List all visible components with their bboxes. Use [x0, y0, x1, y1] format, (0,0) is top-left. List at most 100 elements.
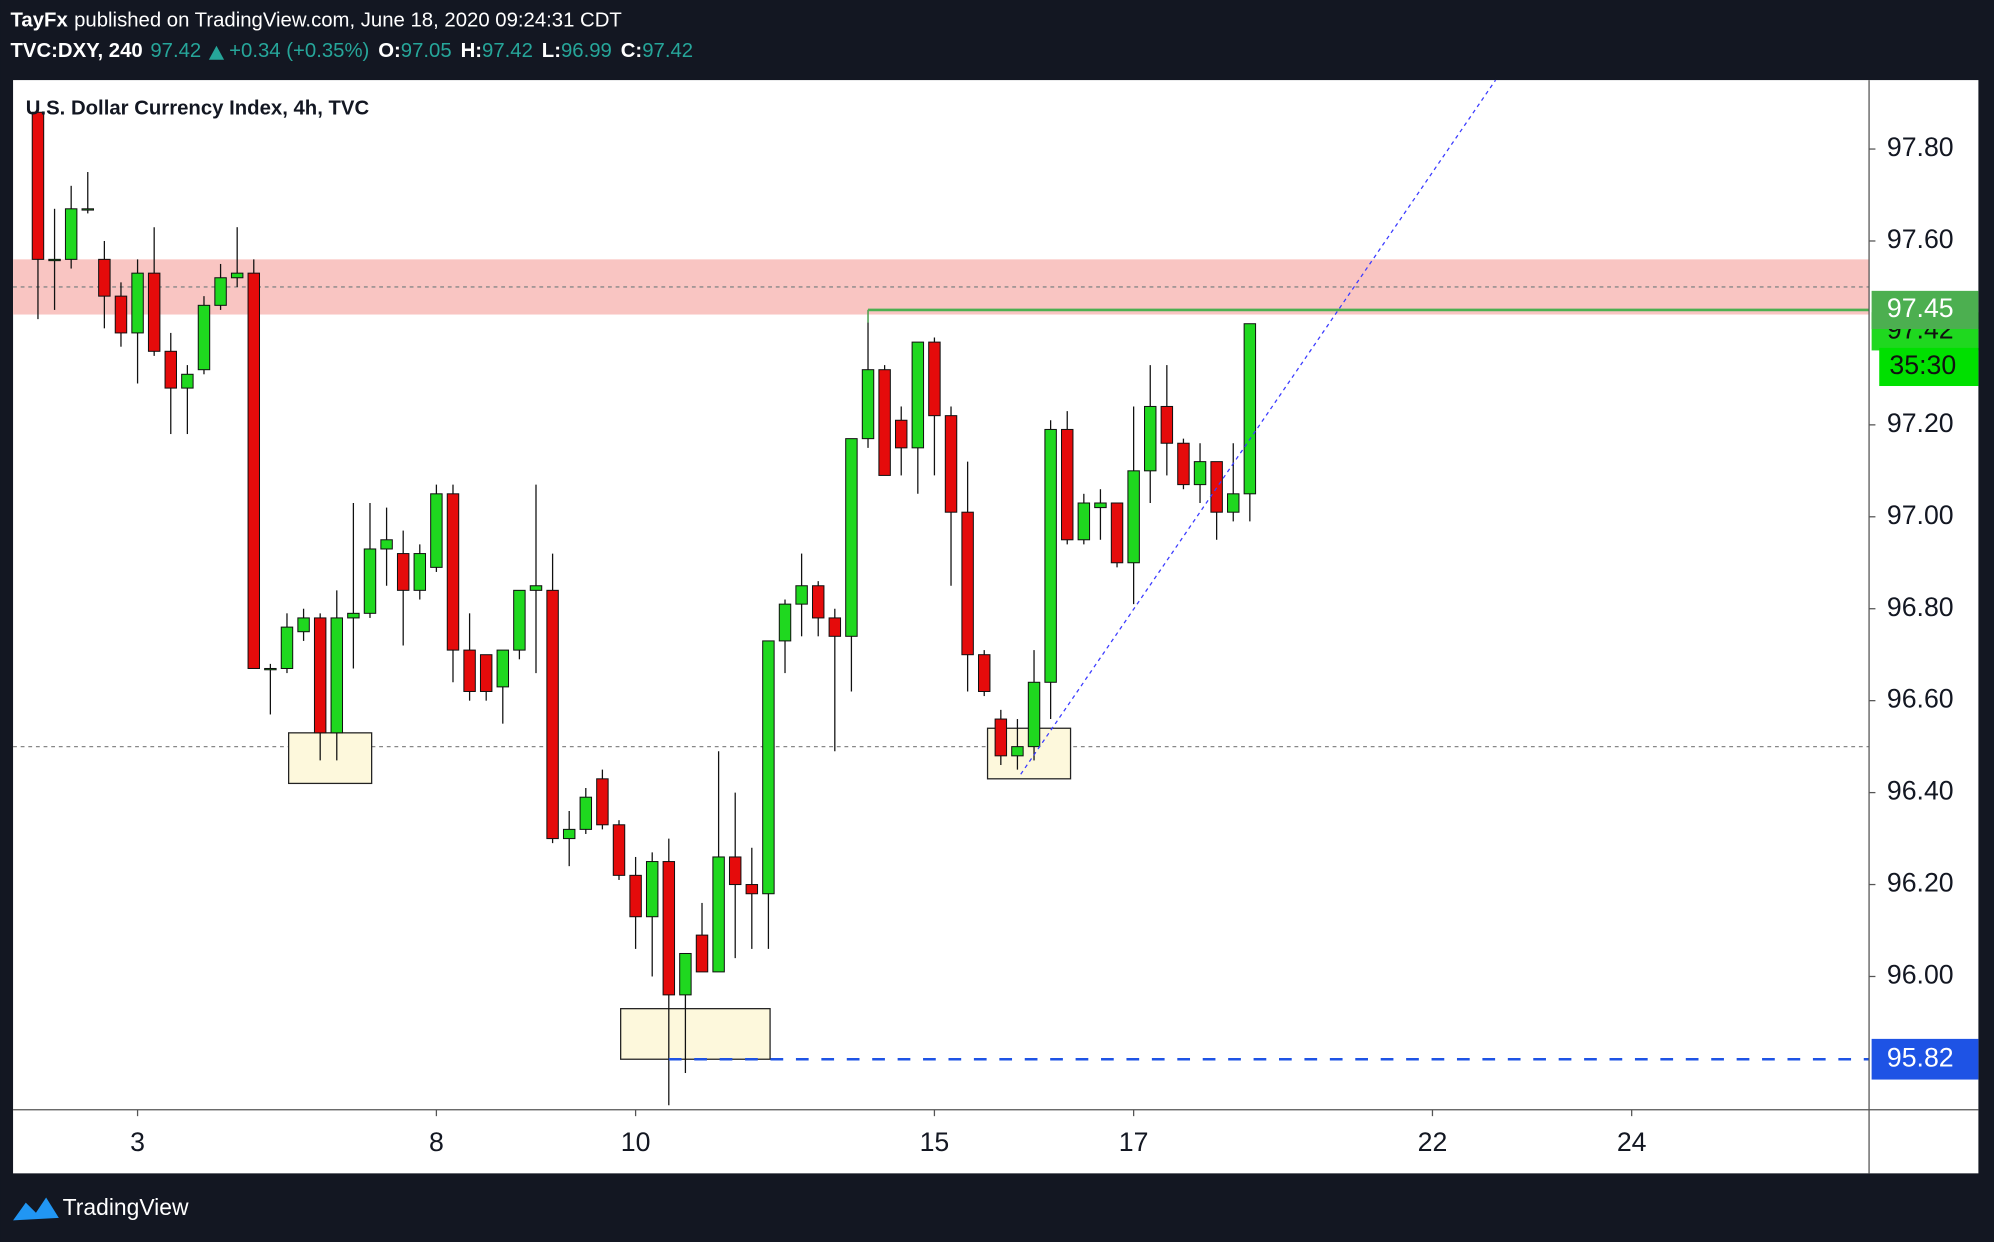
candle-body — [795, 585, 808, 605]
candle-body — [1077, 502, 1091, 541]
resistance-zone — [13, 259, 1870, 315]
candle-body — [1144, 405, 1157, 472]
candle-body — [662, 861, 676, 996]
y-tick-label: 96.00 — [1887, 960, 1954, 990]
candle-body — [280, 626, 294, 669]
candle-body — [363, 548, 377, 614]
author: TayFx — [11, 10, 69, 32]
candle-body — [728, 856, 742, 886]
candle-body — [745, 884, 759, 895]
candle-body — [247, 272, 261, 669]
x-tick-label: 22 — [1418, 1127, 1448, 1157]
candle-body — [446, 493, 460, 651]
candle-body — [1027, 681, 1041, 748]
ohlc-label: H: — [461, 40, 482, 62]
candle-body — [1044, 428, 1057, 683]
ohlc-value: 97.05 — [401, 40, 452, 62]
candle-body — [230, 272, 244, 279]
candle-body — [695, 934, 709, 973]
candle-body — [264, 667, 277, 671]
candle-body — [81, 208, 94, 211]
candle-body — [164, 350, 178, 389]
y-tick-label: 97.60 — [1887, 224, 1954, 254]
ohlc-value: 97.42 — [482, 40, 533, 62]
last-price: 97.42 — [150, 40, 201, 62]
candle-body — [1094, 502, 1107, 509]
candle-body — [181, 373, 194, 389]
candle-body — [1127, 470, 1140, 564]
ohlc-value: 96.99 — [561, 40, 612, 62]
candle-body — [1243, 323, 1257, 495]
candle-body — [147, 272, 161, 352]
x-tick-label: 8 — [429, 1127, 444, 1157]
logo — [13, 1197, 59, 1221]
support-label-box — [1871, 1038, 1979, 1080]
candle-body — [98, 258, 111, 297]
candle-body — [612, 824, 626, 876]
resistance-label-box — [1871, 290, 1979, 330]
candle-body — [828, 617, 842, 637]
candle-body — [546, 589, 559, 840]
candle-body — [1011, 746, 1024, 757]
candle-body — [778, 603, 792, 642]
x-tick-label: 15 — [920, 1127, 950, 1157]
candle-body — [762, 640, 775, 895]
candle-body — [214, 277, 227, 306]
header-line: TayFx published on TradingView.com, June … — [11, 10, 622, 32]
candle-body — [961, 511, 974, 656]
candle-body — [977, 654, 991, 692]
y-tick-label: 96.40 — [1887, 776, 1954, 806]
x-tick-label: 10 — [621, 1127, 651, 1157]
candle-body — [878, 369, 891, 476]
candle-body — [297, 617, 310, 633]
symbol-line: TVC:DXY, 240 97.42 +0.34 (+0.35%) O:97.05 H:… — [11, 40, 694, 62]
candle-body — [529, 585, 543, 591]
candle-body — [380, 539, 393, 550]
symbol-name: TVC:DXY, 240 — [11, 40, 143, 62]
highlight-box — [288, 732, 373, 785]
y-tick-label: 96.60 — [1887, 684, 1954, 714]
trend-line — [1020, 79, 1497, 775]
candle-body — [596, 778, 609, 826]
published: published on TradingView.com, June 18, 2… — [74, 10, 622, 32]
candle-body — [928, 341, 941, 417]
ohlc-label: C: — [621, 40, 642, 62]
candle-body — [48, 258, 61, 262]
candle-body — [64, 208, 78, 260]
candle-body — [944, 415, 958, 513]
countdown-box — [1879, 347, 1979, 387]
candle-body — [911, 341, 925, 449]
candle-body — [679, 952, 692, 996]
y-tick-label: 96.80 — [1887, 592, 1954, 622]
candle-body — [479, 654, 493, 692]
candle-body — [894, 419, 908, 449]
candle-body — [513, 589, 526, 651]
candle-body — [31, 111, 45, 260]
resistance-label: 97.45 — [1887, 293, 1954, 323]
candle-body — [562, 828, 576, 840]
ohlc-label: O: — [378, 40, 401, 62]
x-tick-label: 3 — [130, 1127, 145, 1157]
candle-body — [994, 718, 1008, 757]
candle-body — [463, 649, 476, 692]
candle-body — [1110, 502, 1124, 564]
candle-body — [845, 438, 858, 637]
candle-body — [197, 304, 211, 371]
candle-body — [313, 617, 327, 734]
candle-body — [347, 612, 360, 619]
ohlc-label: L: — [542, 40, 561, 62]
y-tick-label: 97.20 — [1887, 408, 1954, 438]
ohlc-value: 97.42 — [642, 40, 693, 62]
candle-body — [1177, 442, 1190, 486]
logo-mark — [13, 1197, 59, 1221]
highlight-box — [620, 1008, 771, 1060]
change: +0.34 (+0.35%) — [229, 40, 369, 62]
candle-body — [430, 493, 443, 568]
candle-body — [114, 295, 128, 334]
support-label: 95.82 — [1887, 1042, 1954, 1072]
y-tick-label: 96.20 — [1887, 868, 1954, 898]
x-tick-label: 24 — [1617, 1127, 1647, 1157]
x-tick-label: 17 — [1119, 1127, 1149, 1157]
candle-body — [712, 856, 725, 973]
